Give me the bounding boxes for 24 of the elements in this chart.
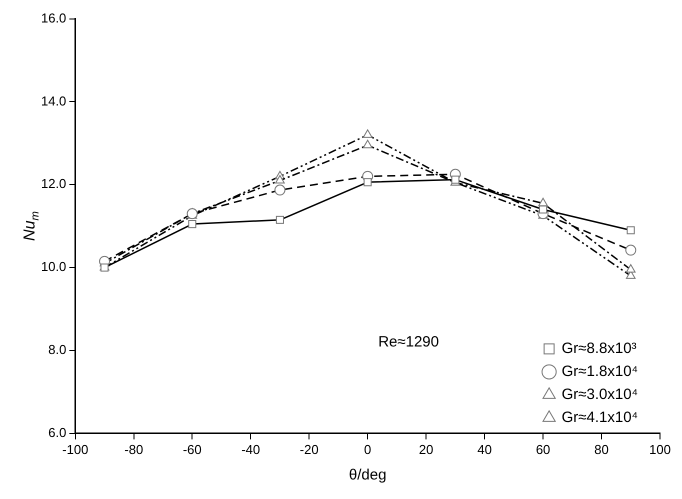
x-tick-label: 100 [649, 442, 671, 457]
x-tick-label: 60 [536, 442, 550, 457]
x-tick-label: -100 [62, 442, 88, 457]
x-tick-label: 40 [477, 442, 492, 457]
y-tick-label: 14.0 [40, 93, 66, 108]
x-axis-title: θ/deg [348, 466, 386, 484]
legend-label: Gr≈4.1x10⁴ [562, 409, 638, 426]
y-tick-label: 8.0 [48, 342, 66, 358]
x-tick-label: -80 [124, 442, 144, 457]
legend-label: Gr≈3.0x10⁴ [562, 386, 638, 404]
y-tick-label: 10.0 [40, 259, 66, 274]
x-tick-label: 20 [418, 442, 434, 457]
annotation: Re≈1290 [378, 333, 439, 350]
y-tick-label: 16.0 [40, 10, 66, 26]
legend-label: Gr≈1.8x10⁴ [562, 363, 638, 380]
legend-label: Gr≈8.8x10³ [562, 340, 637, 358]
x-tick-label: 0 [364, 442, 372, 457]
x-tick-label: 80 [594, 442, 609, 457]
y-tick-label: 12.0 [40, 176, 66, 192]
y-axis-title: Num [21, 211, 42, 241]
x-tick-label: -60 [182, 442, 202, 457]
x-tick-label: -20 [300, 442, 319, 457]
y-tick-label: 6.0 [48, 424, 66, 440]
x-tick-label: -40 [241, 442, 260, 457]
